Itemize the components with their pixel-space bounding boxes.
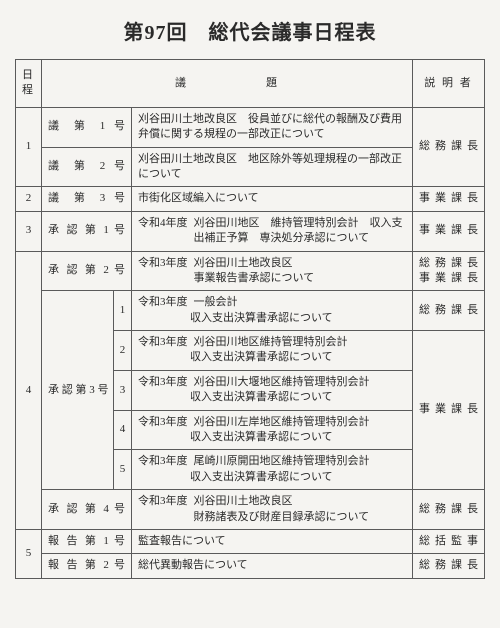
year: 令和3年度	[138, 295, 188, 310]
nittei-cell: 4	[16, 251, 42, 529]
presenter: 総務課長	[413, 554, 485, 578]
year: 令和3年度	[138, 256, 188, 271]
col-nittei: 日程	[16, 60, 42, 108]
table-row: 2 議 第 3 号 市街化区域編入について 事業課長	[16, 187, 485, 211]
item-desc: 令和3年度刈谷田川地区維持管理特別会計 収入支出決算書承認について	[132, 331, 413, 371]
item-desc: 刈谷田川土地改良区 役員並びに総代の報酬及び費用弁償に関する規程の一部改正につい…	[132, 107, 413, 147]
desc-text: 刈谷田川左岸地区維持管理特別会計	[194, 415, 409, 430]
desc-text: 尾崎川原開田地区維持管理特別会計	[194, 454, 409, 469]
item-label: 承 認 第 3 号	[42, 291, 114, 490]
agenda-table: 日程 議 題 説 明 者 1 議 第 1 号 刈谷田川土地改良区 役員並びに総代…	[15, 59, 485, 579]
item-desc: 市街化区域編入について	[132, 187, 413, 211]
presenter: 事業課長	[413, 331, 485, 490]
desc-sub: 収入支出決算書承認について	[138, 311, 408, 326]
table-header-row: 日程 議 題 説 明 者	[16, 60, 485, 108]
year: 令和3年度	[138, 415, 188, 430]
desc-text: 刈谷田川地区維持管理特別会計	[194, 335, 409, 350]
sub-num: 1	[114, 291, 132, 331]
presenter: 総括監事	[413, 529, 485, 553]
item-label: 承 認 第 1 号	[42, 211, 132, 251]
item-label: 報 告 第 2 号	[42, 554, 132, 578]
desc-sub: 収入支出決算書承認について	[138, 390, 408, 405]
sub-num: 3	[114, 370, 132, 410]
year: 令和3年度	[138, 494, 188, 509]
presenter: 総務課長 事業課長	[413, 251, 485, 291]
item-desc: 令和3年度尾崎川原開田地区維持管理特別会計 収入支出決算書承認について	[132, 450, 413, 490]
item-desc: 総代異動報告について	[132, 554, 413, 578]
year: 令和3年度	[138, 454, 188, 469]
item-label: 承 認 第 4 号	[42, 490, 132, 530]
item-desc: 令和3年度 刈谷田川土地改良区 財務諸表及び財産目録承認について	[132, 490, 413, 530]
presenter: 事業課長	[413, 187, 485, 211]
desc-sub: 収入支出決算書承認について	[138, 430, 408, 445]
desc-sub: 収入支出決算書承認について	[138, 350, 408, 365]
desc-text: 刈谷田川大堰地区維持管理特別会計	[194, 375, 409, 390]
nittei-cell: 1	[16, 107, 42, 187]
desc-text: 刈谷田川土地改良区 財務諸表及び財産目録承認について	[194, 494, 409, 525]
col-setsumei: 説 明 者	[413, 60, 485, 108]
item-label: 議 第 3 号	[42, 187, 132, 211]
presenter: 事業課長	[413, 211, 485, 251]
sub-num: 2	[114, 331, 132, 371]
item-desc: 令和4年度 刈谷田川地区 維持管理特別会計 収入支出補正予算 専決処分承認につい…	[132, 211, 413, 251]
table-row: 承 認 第 4 号 令和3年度 刈谷田川土地改良区 財務諸表及び財産目録承認につ…	[16, 490, 485, 530]
desc-text: 刈谷田川地区 維持管理特別会計 収入支出補正予算 専決処分承認について	[194, 216, 409, 247]
nittei-cell: 5	[16, 529, 42, 578]
presenter: 総務課長	[413, 490, 485, 530]
presenter: 総務課長	[413, 291, 485, 331]
item-label: 報 告 第 1 号	[42, 529, 132, 553]
item-desc: 刈谷田川土地改良区 地区除外等処理規程の一部改正について	[132, 147, 413, 187]
item-desc: 令和3年度刈谷田川大堰地区維持管理特別会計 収入支出決算書承認について	[132, 370, 413, 410]
table-row: 4 承 認 第 2 号 令和3年度 刈谷田川土地改良区 事業報告書承認について …	[16, 251, 485, 291]
year: 令和3年度	[138, 335, 188, 350]
item-desc: 令和3年度 刈谷田川土地改良区 事業報告書承認について	[132, 251, 413, 291]
item-label: 議 第 2 号	[42, 147, 132, 187]
item-label: 議 第 1 号	[42, 107, 132, 147]
presenter: 総務課長	[413, 107, 485, 187]
table-row: 5 報 告 第 1 号 監査報告について 総括監事	[16, 529, 485, 553]
item-desc: 令和3年度刈谷田川左岸地区維持管理特別会計 収入支出決算書承認について	[132, 410, 413, 450]
sub-num: 5	[114, 450, 132, 490]
table-row: 3 承 認 第 1 号 令和4年度 刈谷田川地区 維持管理特別会計 収入支出補正…	[16, 211, 485, 251]
table-row: 報 告 第 2 号 総代異動報告について 総務課長	[16, 554, 485, 578]
item-label: 承 認 第 2 号	[42, 251, 132, 291]
page-title: 第97回 総代会議事日程表	[15, 16, 485, 45]
desc-text: 一般会計	[194, 295, 409, 310]
nittei-cell: 2	[16, 187, 42, 211]
nittei-cell: 3	[16, 211, 42, 251]
item-desc: 令和3年度一般会計 収入支出決算書承認について	[132, 291, 413, 331]
sub-num: 4	[114, 410, 132, 450]
year: 令和3年度	[138, 375, 188, 390]
table-row: 1 議 第 1 号 刈谷田川土地改良区 役員並びに総代の報酬及び費用弁償に関する…	[16, 107, 485, 147]
table-row: 承 認 第 3 号 1 令和3年度一般会計 収入支出決算書承認について 総務課長	[16, 291, 485, 331]
desc-text: 刈谷田川土地改良区 事業報告書承認について	[194, 256, 409, 287]
year: 令和4年度	[138, 216, 188, 231]
item-desc: 監査報告について	[132, 529, 413, 553]
col-gidai: 議 題	[42, 60, 413, 108]
desc-sub: 収入支出決算書承認について	[138, 470, 408, 485]
